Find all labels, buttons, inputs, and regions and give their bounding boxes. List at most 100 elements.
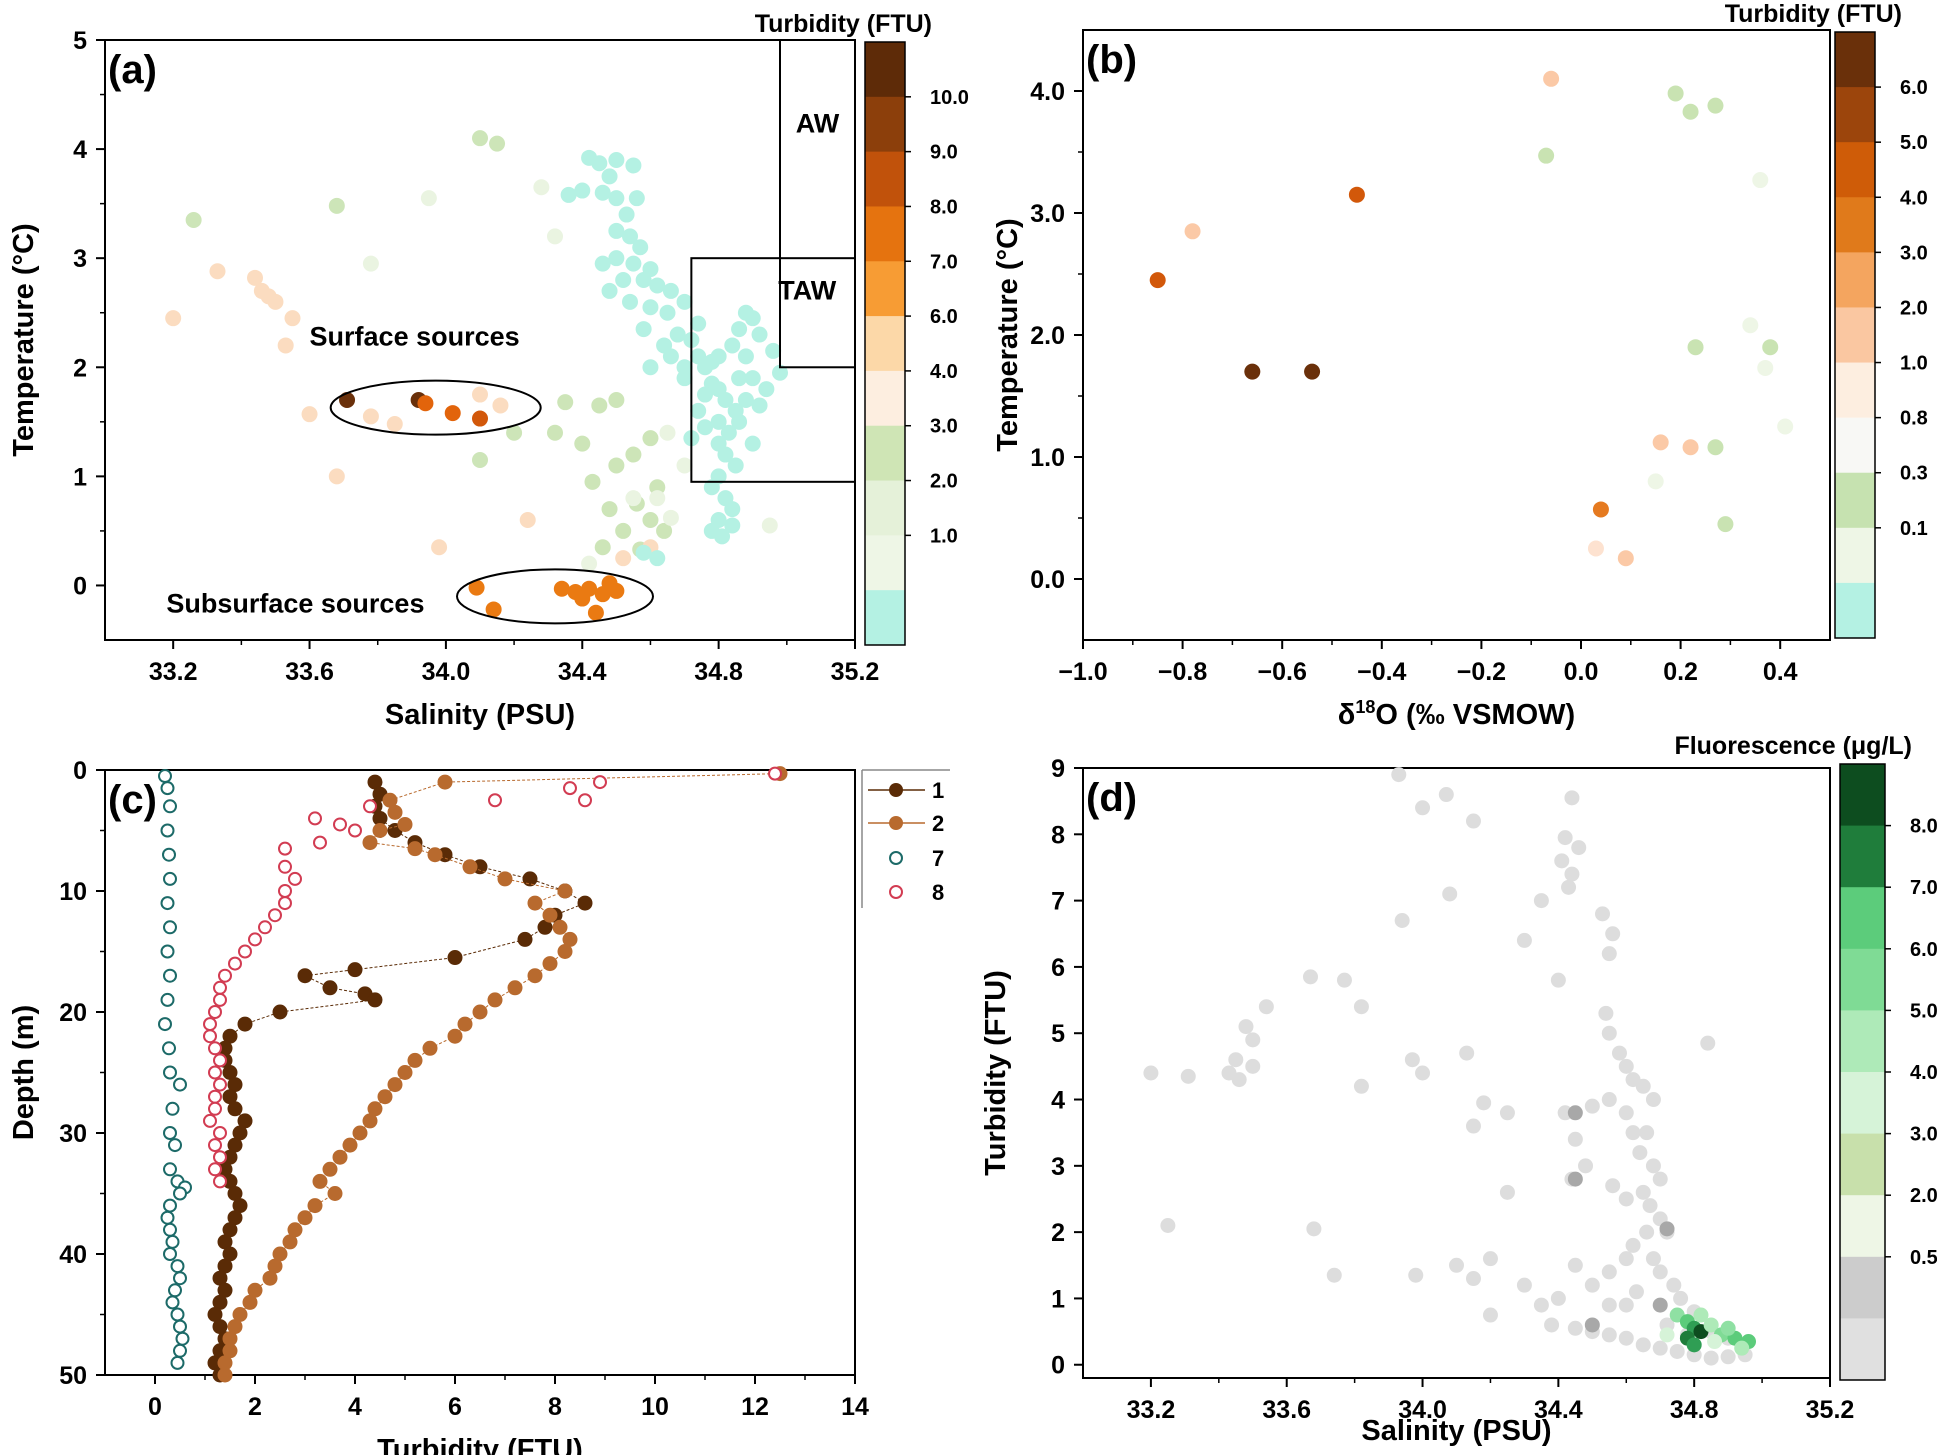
- data-point: [1587, 540, 1604, 557]
- colorbar-swatch: [1835, 307, 1875, 364]
- data-point: [212, 1319, 228, 1335]
- data-point: [237, 1016, 253, 1032]
- legend-label: 8: [932, 880, 944, 905]
- data-point: [288, 871, 302, 886]
- x-tick-label: −0.2: [1457, 658, 1506, 686]
- data-point: [1302, 969, 1318, 985]
- data-point: [533, 179, 550, 196]
- data-point: [517, 931, 533, 947]
- data-point: [1245, 1032, 1261, 1048]
- colorbar-title: Fluorescence (μg/L): [1674, 732, 1912, 760]
- data-point: [472, 410, 488, 427]
- data-point: [751, 397, 768, 414]
- data-point: [222, 1065, 238, 1080]
- annotation-subsurface-sources: Subsurface sources: [166, 589, 424, 619]
- data-point: [278, 841, 292, 856]
- data-point: [175, 1331, 190, 1346]
- series-taw-cyan: [560, 149, 788, 567]
- data-point: [1482, 1307, 1498, 1323]
- data-point: [506, 424, 523, 441]
- data-point: [372, 823, 388, 838]
- data-point: [642, 512, 659, 528]
- data-point: [162, 1041, 176, 1056]
- data-point: [247, 1282, 263, 1298]
- data-point: [1304, 363, 1321, 380]
- series-profile-2: [217, 766, 788, 1383]
- data-point: [267, 1258, 283, 1274]
- y-axis-title: Turbidity (FTU): [980, 970, 1012, 1176]
- data-point: [1564, 866, 1580, 882]
- data-point: [737, 348, 754, 365]
- data-point: [362, 1113, 378, 1129]
- data-point: [162, 847, 176, 862]
- colorbar-label: 8.0: [1910, 816, 1937, 838]
- panel-d: 33.2 33.6 34.0 34.4 34.8 35.2 0 1 2 3 4 5 6 7 8 9 (d) 8.0…: [980, 732, 1937, 1447]
- series-line: [224, 773, 781, 1375]
- data-point: [608, 152, 625, 168]
- x-tick-label: 33.2: [149, 658, 198, 686]
- data-point: [158, 769, 172, 784]
- data-point: [308, 811, 322, 826]
- data-point: [720, 424, 737, 441]
- data-point: [1353, 1078, 1369, 1094]
- data-point: [1625, 1237, 1641, 1253]
- colorbar-swatch: [865, 535, 905, 591]
- colorbar-swatch: [865, 261, 905, 317]
- y-tick-label: 50: [59, 1362, 87, 1390]
- data-point: [662, 509, 679, 526]
- data-point: [1584, 1277, 1600, 1293]
- data-point: [427, 847, 443, 863]
- data-point: [1635, 1337, 1651, 1353]
- data-point: [1415, 800, 1431, 816]
- y-tick-label: 1: [1051, 1285, 1065, 1313]
- data-point: [608, 392, 625, 408]
- data-point: [1567, 1171, 1583, 1187]
- series-profile-7: [158, 769, 192, 1370]
- data-point: [213, 1077, 227, 1092]
- data-point: [272, 1246, 288, 1262]
- colorbar-swatch: [1835, 582, 1875, 639]
- data-point: [1404, 1052, 1420, 1068]
- data-point: [1533, 893, 1549, 909]
- data-point: [1564, 790, 1580, 806]
- data-point: [601, 282, 618, 299]
- x-tick-label: 0: [148, 1393, 162, 1421]
- x-tick-label: 33.6: [285, 658, 334, 686]
- data-point: [1601, 1327, 1617, 1343]
- region-label-aw: AW: [796, 109, 840, 139]
- data-point: [1635, 1078, 1651, 1094]
- x-tick-label: 10: [641, 1393, 669, 1421]
- y-tick-label: 4: [73, 136, 87, 164]
- data-point: [744, 370, 761, 387]
- y-tick-label: 3: [1051, 1153, 1065, 1181]
- data-point: [420, 190, 437, 207]
- data-point: [574, 435, 591, 452]
- data-point: [1686, 1337, 1702, 1353]
- data-point: [1625, 1125, 1641, 1141]
- data-point: [431, 539, 448, 556]
- data-point: [1465, 1271, 1481, 1287]
- data-point: [608, 222, 625, 239]
- data-point: [744, 310, 761, 327]
- data-point: [307, 1198, 323, 1214]
- data-point: [527, 895, 543, 911]
- x-title-sup: 18: [1355, 697, 1375, 717]
- colorbar-swatch: [1840, 825, 1885, 888]
- data-point: [322, 1161, 338, 1177]
- data-point: [468, 579, 485, 596]
- legend-marker: [889, 783, 903, 797]
- data-point: [1734, 1340, 1750, 1356]
- y-tick-label: 40: [59, 1241, 87, 1269]
- data-point: [1160, 1218, 1176, 1233]
- data-point: [563, 781, 577, 796]
- data-point: [165, 1295, 180, 1310]
- x-title-delta: δ: [1338, 699, 1356, 731]
- data-point: [208, 1162, 222, 1177]
- x-tick-label: −0.6: [1258, 658, 1307, 686]
- data-point: [1659, 1221, 1675, 1237]
- x-tick-label: 8: [548, 1393, 562, 1421]
- data-point: [584, 473, 601, 490]
- data-point: [1465, 813, 1481, 829]
- data-point: [227, 1101, 243, 1117]
- data-point: [339, 392, 356, 408]
